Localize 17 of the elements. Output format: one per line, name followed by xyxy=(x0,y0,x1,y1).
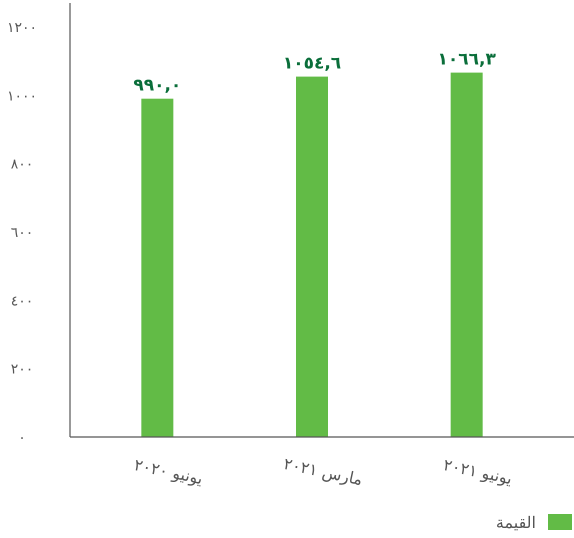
data-label: ٩٩٠,٠ xyxy=(133,76,182,96)
bar xyxy=(296,76,328,437)
y-tick-label: ٢٠٠ xyxy=(10,362,34,378)
y-tick-label: ١٢٠٠ xyxy=(6,20,38,36)
y-tick-label: ٨٠٠ xyxy=(10,156,34,173)
legend-label: القيمة xyxy=(496,513,536,532)
y-tick-label: ٦٠٠ xyxy=(10,224,34,241)
y-tick-label: ٤٠٠ xyxy=(10,293,34,310)
bar xyxy=(141,98,174,437)
x-tick-label: مارس ٢٠٢١ xyxy=(282,454,364,490)
data-label: ١٠٦٦,٣ xyxy=(437,50,496,70)
x-tick-label: يونيو ٢٠٢٠ xyxy=(132,455,205,488)
data-label: ١٠٥٤,٦ xyxy=(282,54,342,74)
bar xyxy=(450,72,483,437)
y-tick-label: ١٠٠٠ xyxy=(6,88,38,104)
x-tick-label: يونيو ٢٠٢١ xyxy=(442,455,514,488)
y-tick-label: ٠ xyxy=(18,430,26,446)
